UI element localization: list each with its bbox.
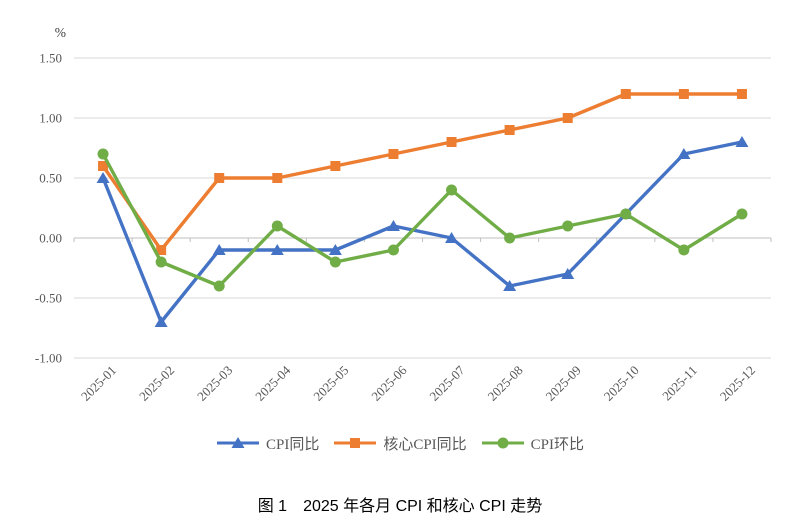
data-point-marker-circle (213, 280, 225, 292)
series-1 (98, 89, 747, 255)
series-2 (97, 148, 748, 292)
data-point-marker-circle (562, 220, 574, 232)
data-point-marker-triangle (328, 244, 342, 255)
legend-item: CPI环比 (481, 433, 584, 454)
legend-label: CPI同比 (265, 436, 320, 453)
x-axis-tick-label: 2025-04 (252, 362, 294, 404)
data-point-marker-circle (678, 244, 690, 256)
data-point-marker-square (388, 149, 399, 159)
series-line (101, 140, 744, 324)
data-point-marker-triangle (445, 232, 459, 243)
legend-label: CPI环比 (530, 436, 585, 453)
cpi-trend-chart: % 1.501.000.500.00-0.50-1.00 2025-01 2025… (35, 25, 772, 404)
series-line (101, 92, 744, 252)
x-axis (73, 237, 772, 242)
data-series (96, 89, 749, 327)
data-point-marker-triangle (270, 244, 284, 255)
data-point-marker-square (562, 113, 573, 123)
data-point-marker-circle (446, 184, 458, 196)
data-point-marker-square (350, 438, 361, 448)
data-point-marker-square (330, 161, 341, 171)
x-axis-tick-label: 2025-10 (601, 363, 642, 404)
data-point-marker-triangle (677, 148, 691, 159)
data-point-marker-square (98, 161, 109, 171)
y-axis-tick-label: -1.00 (35, 351, 62, 366)
data-point-marker-square (156, 245, 167, 255)
data-point-marker-triangle (154, 316, 168, 327)
y-axis-tick-label: 0.00 (39, 231, 62, 246)
data-point-marker-circle (97, 148, 109, 160)
x-axis-tick-label: 2025-06 (368, 362, 410, 404)
data-point-marker-square (214, 173, 225, 183)
legend-marker-icon (481, 437, 524, 449)
data-point-marker-triangle (231, 437, 245, 448)
chart-legend: CPI同比 核心CPI同比 CPI环比 (0, 430, 800, 456)
x-axis-tick-label: 2025-02 (136, 363, 177, 404)
data-point-marker-triangle (503, 280, 517, 291)
series-line (101, 152, 744, 288)
data-point-marker-circle (329, 256, 341, 268)
data-point-marker-square (620, 89, 631, 99)
data-point-marker-circle (271, 220, 283, 232)
data-point-marker-circle (155, 256, 167, 268)
x-axis-tick-label: 2025-01 (78, 363, 119, 404)
data-point-marker-triangle (212, 244, 226, 255)
figure-caption: 图 1 2025 年各月 CPI 和核心 CPI 走势 (257, 498, 543, 515)
x-axis-tick-label: 2025-09 (543, 363, 584, 404)
legend-item: CPI同比 (216, 433, 319, 454)
data-point-marker-circle (620, 208, 632, 220)
y-axis-tick-label: 1.50 (39, 51, 62, 66)
x-axis-tick-label: 2025-03 (194, 363, 235, 404)
legend-label: 核心CPI同比 (383, 436, 467, 453)
x-axis-tick-label: 2025-12 (717, 363, 758, 404)
data-point-marker-square (736, 89, 747, 99)
legend-marker-icon (334, 438, 377, 448)
x-axis-tick-labels: 2025-01 2025-02 2025-03 2025-04 2025-05 2025-… (78, 362, 758, 404)
x-axis-tick-label: 2025-11 (659, 363, 700, 404)
x-axis-tick-label: 2025-05 (310, 363, 351, 404)
data-point-marker-triangle (735, 136, 749, 147)
data-point-marker-triangle (561, 268, 575, 279)
y-axis-tick-labels: 1.50 1.00 0.50 0.00 -0.50 -1.00 (35, 51, 62, 366)
gridlines (74, 57, 771, 359)
data-point-marker-square (678, 89, 689, 99)
y-axis-tick-label: 0.50 (39, 171, 62, 186)
y-axis-tick-label: -0.50 (35, 291, 62, 306)
data-point-marker-square (446, 137, 457, 147)
data-point-marker-triangle (386, 220, 400, 231)
data-point-marker-square (504, 125, 515, 135)
x-axis-tick-label: 2025-07 (426, 362, 468, 404)
data-point-marker-circle (736, 208, 748, 220)
legend-marker-icon (216, 437, 259, 448)
y-axis-unit-label: % (55, 25, 66, 40)
legend-item: 核心CPI同比 (333, 433, 467, 454)
data-point-marker-triangle (96, 172, 110, 183)
x-axis-tick-label: 2025-08 (484, 363, 525, 404)
data-point-marker-square (272, 173, 283, 183)
data-point-marker-circle (504, 232, 516, 244)
data-point-marker-circle (497, 437, 509, 449)
y-axis-tick-label: 1.00 (39, 111, 62, 126)
data-point-marker-circle (387, 244, 399, 256)
